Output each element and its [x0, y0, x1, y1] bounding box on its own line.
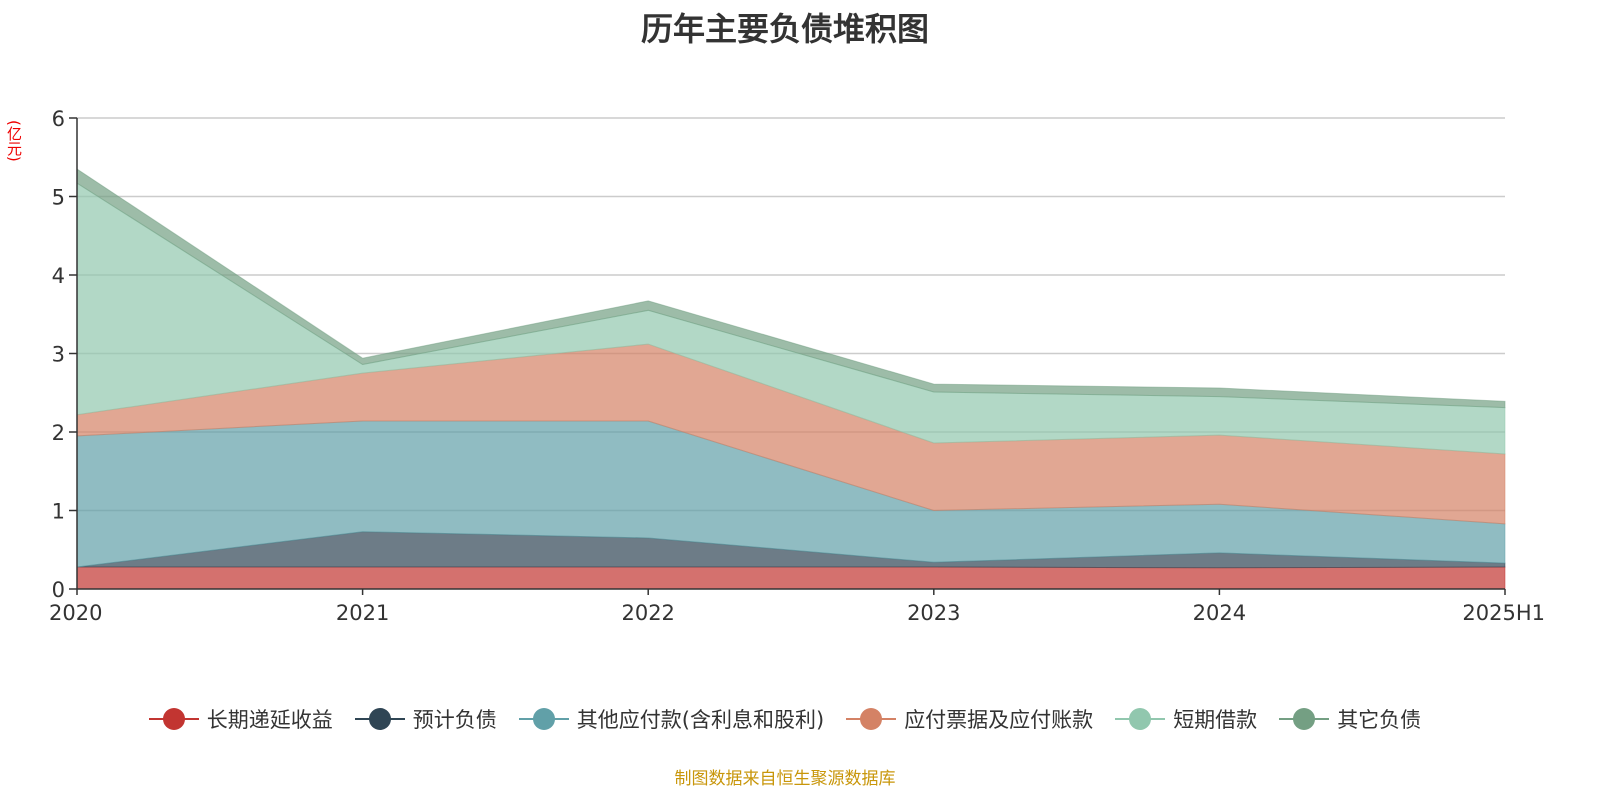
- x-tick-label: 2021: [336, 601, 389, 625]
- x-tick-label: 2024: [1193, 601, 1246, 625]
- legend-label: 应付票据及应付账款: [904, 708, 1094, 732]
- legend-label: 其它负债: [1337, 708, 1422, 732]
- legend-item[interactable]: 短期借款: [1115, 704, 1257, 734]
- y-tick-label: 1: [52, 500, 65, 524]
- legend-marker-icon: [846, 707, 897, 731]
- legend-label: 其他应付款(含利息和股利): [576, 708, 825, 732]
- legend-label: 短期借款: [1173, 708, 1258, 732]
- y-tick-label: 6: [52, 107, 65, 131]
- legend-marker-icon: [1279, 707, 1330, 731]
- plot-area: 0 1 2 3 4 5 6 2020 2021 2022 2023 2024 2025H1: [49, 107, 1545, 625]
- x-tick-label: 2022: [621, 601, 674, 625]
- area-0: [76, 566, 1506, 590]
- area-5: [76, 168, 1506, 409]
- chart-title: 历年主要负债堆积图: [640, 10, 929, 48]
- y-axis-unit: (亿元): [5, 120, 23, 162]
- legend-marker-icon: [354, 707, 405, 731]
- legend: 长期递延收益 预计负债 其他应付款(含利息和股利) 应付票据及应付账款 短期借款 其它负债: [0, 704, 1570, 734]
- source-note: 制图数据来自恒生聚源数据库: [674, 769, 896, 789]
- y-tick-label: 5: [52, 186, 65, 210]
- x-tick-label: 2020: [49, 601, 102, 625]
- legend-item[interactable]: 预计负债: [354, 704, 497, 734]
- legend-label: 预计负债: [412, 708, 497, 732]
- legend-label: 长期递延收益: [206, 708, 333, 732]
- legend-marker-icon: [518, 707, 569, 731]
- legend-marker-icon: [148, 707, 199, 731]
- x-tick-label: 2023: [907, 601, 960, 625]
- legend-item[interactable]: 其他应付款(含利息和股利): [518, 704, 825, 734]
- legend-item[interactable]: 其它负债: [1279, 704, 1421, 734]
- legend-item[interactable]: 应付票据及应付账款: [846, 704, 1093, 734]
- legend-marker-icon: [1115, 707, 1166, 731]
- y-tick-label: 2: [52, 421, 65, 445]
- legend-item[interactable]: 长期递延收益: [148, 704, 333, 734]
- y-tick-label: 0: [52, 578, 65, 602]
- y-tick-label: 4: [52, 264, 65, 288]
- x-tick-label: 2025H1: [1462, 601, 1545, 625]
- y-tick-label: 3: [52, 343, 65, 367]
